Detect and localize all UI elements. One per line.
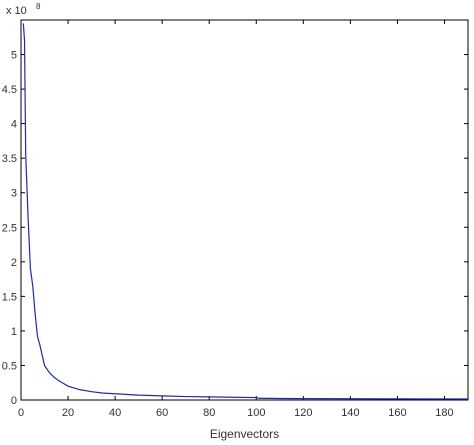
x-tick-label: 140 — [341, 407, 359, 419]
y-tick-label: 3.5 — [2, 153, 17, 165]
x-tick-label: 40 — [109, 407, 121, 419]
x-tick-label: 100 — [247, 407, 265, 419]
series-layer — [22, 23, 469, 400]
y-tick-label: 5 — [11, 50, 17, 62]
y-tick-label: 4 — [11, 119, 17, 131]
y-tick-label: 1 — [11, 326, 17, 338]
x-axis-label: Eigenvectors — [210, 427, 279, 441]
x-tick-label: 60 — [156, 407, 168, 419]
x-tick-label: 180 — [435, 407, 453, 419]
y-tick-label: 1.5 — [2, 291, 17, 303]
y-tick-label: 2 — [11, 257, 17, 269]
x-tick-label: 160 — [388, 407, 406, 419]
y-axis-ticks: 0 0.5 1 1.5 2 2.5 3 3.5 4 4.5 5 — [2, 50, 468, 407]
y-tick-label: 4.5 — [2, 84, 17, 96]
y-tick-label: 0 — [11, 395, 17, 407]
y-exponent-label: x 10 — [6, 5, 27, 17]
x-tick-label: 80 — [203, 407, 215, 419]
x-tick-label: 20 — [62, 407, 74, 419]
x-tick-label: 120 — [294, 407, 312, 419]
y-tick-label: 3 — [11, 188, 17, 200]
x-axis-ticks: 0 20 40 60 80 100 120 140 160 180 — [18, 20, 454, 419]
plot-area — [20, 19, 469, 401]
y-exponent-power: 8 — [36, 2, 41, 11]
x-tick-label: 0 — [18, 407, 24, 419]
y-tick-label: 2.5 — [2, 222, 17, 234]
series-line — [22, 23, 469, 400]
y-tick-label: 0.5 — [2, 360, 17, 372]
